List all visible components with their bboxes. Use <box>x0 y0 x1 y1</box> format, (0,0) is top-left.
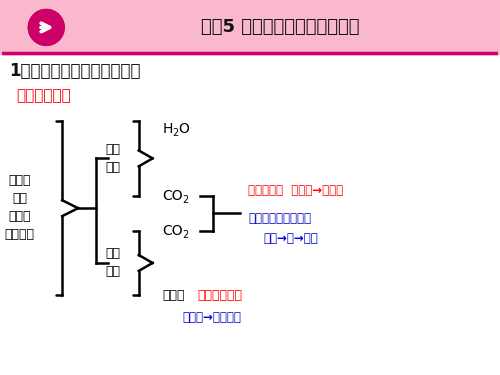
Text: 呼吸: 呼吸 <box>106 266 120 278</box>
Text: 酸性重铬酸钾: 酸性重铬酸钾 <box>198 289 242 302</box>
Text: 【实验原理】: 【实验原理】 <box>16 88 71 104</box>
FancyBboxPatch shape <box>0 0 500 56</box>
Text: 有氧: 有氧 <box>106 143 120 156</box>
Text: 2: 2 <box>182 195 188 205</box>
Text: 无氧: 无氧 <box>106 248 120 261</box>
Text: 酵母菌: 酵母菌 <box>8 174 30 187</box>
Text: 2: 2 <box>182 230 188 240</box>
Text: （兼性: （兼性 <box>8 210 30 223</box>
Text: （橙色→灰绿色）: （橙色→灰绿色） <box>182 311 242 324</box>
Circle shape <box>28 9 64 45</box>
Text: 1、探究酵母菌细胞呼吸方式: 1、探究酵母菌细胞呼吸方式 <box>10 62 141 80</box>
Text: 澄清石灰水  （澄清→浑浊）: 澄清石灰水 （澄清→浑浊） <box>248 184 343 197</box>
Text: （蓝→绿→黄）: （蓝→绿→黄） <box>263 232 318 244</box>
Circle shape <box>28 9 64 45</box>
Text: 呼吸: 呼吸 <box>12 192 27 205</box>
Text: 呼吸: 呼吸 <box>106 161 120 174</box>
Text: 溴麝香草酚蓝水溶液: 溴麝香草酚蓝水溶液 <box>248 211 311 225</box>
Text: O: O <box>178 122 190 136</box>
FancyBboxPatch shape <box>2 2 32 53</box>
Text: CO: CO <box>162 224 183 238</box>
Text: 厌氧型）: 厌氧型） <box>4 228 34 241</box>
FancyBboxPatch shape <box>8 12 44 42</box>
Text: 考点5 细胞呼吸的相关实验探究: 考点5 细胞呼吸的相关实验探究 <box>200 18 359 36</box>
Text: CO: CO <box>162 189 183 203</box>
Text: H: H <box>162 122 173 136</box>
Text: 2: 2 <box>172 128 178 138</box>
Text: 酒精：: 酒精： <box>162 289 185 302</box>
